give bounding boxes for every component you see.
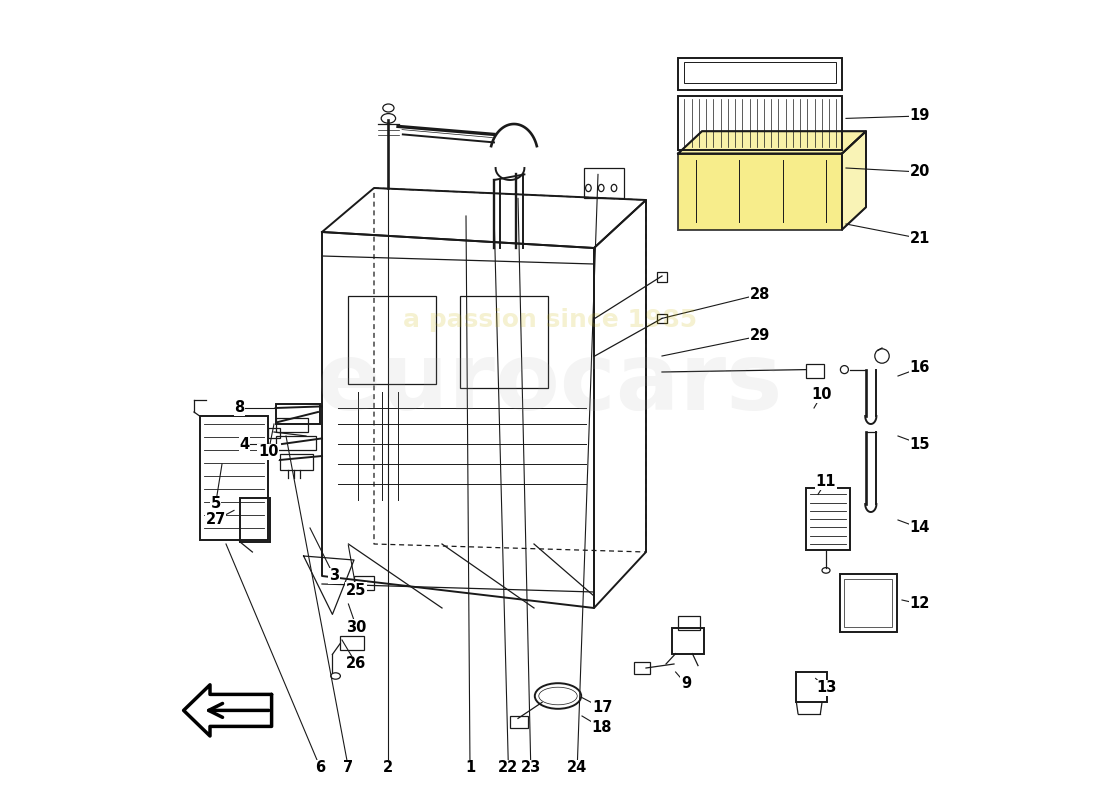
Text: 8: 8: [234, 401, 244, 415]
Text: 30: 30: [346, 620, 366, 634]
Text: 28: 28: [749, 287, 770, 302]
Text: 24: 24: [568, 761, 587, 775]
Text: 1: 1: [465, 761, 475, 775]
Text: 6: 6: [316, 761, 326, 775]
Bar: [276, 436, 317, 450]
Bar: [839, 574, 898, 632]
Bar: [584, 168, 624, 198]
Text: 27: 27: [206, 513, 225, 527]
Text: 19: 19: [910, 109, 930, 123]
Text: 23: 23: [520, 761, 541, 775]
Bar: [678, 616, 701, 630]
Text: 26: 26: [346, 657, 366, 671]
Bar: [349, 296, 437, 384]
Bar: [240, 498, 270, 542]
Text: 15: 15: [910, 437, 930, 451]
Bar: [684, 62, 836, 83]
Bar: [672, 628, 704, 654]
Text: eurocars: eurocars: [317, 338, 783, 430]
Bar: [678, 58, 842, 90]
Polygon shape: [678, 131, 866, 154]
Bar: [678, 154, 842, 230]
Text: 25: 25: [346, 583, 366, 598]
Bar: [845, 579, 892, 627]
Bar: [461, 296, 549, 388]
Text: 12: 12: [910, 597, 930, 611]
Bar: [199, 416, 267, 540]
Bar: [806, 488, 850, 550]
Bar: [268, 428, 280, 438]
Text: 4: 4: [240, 437, 250, 451]
Bar: [276, 418, 308, 432]
Bar: [806, 364, 824, 378]
Text: 17: 17: [592, 701, 613, 715]
Text: 14: 14: [910, 521, 930, 535]
Text: 11: 11: [816, 474, 836, 489]
Bar: [657, 314, 667, 323]
Bar: [340, 636, 364, 650]
Text: 3: 3: [329, 569, 339, 583]
Text: 13: 13: [816, 681, 836, 695]
Text: 20: 20: [910, 165, 930, 179]
Polygon shape: [842, 131, 866, 230]
Text: 10: 10: [258, 445, 278, 459]
Bar: [678, 96, 842, 150]
Bar: [657, 272, 667, 282]
Bar: [279, 454, 313, 470]
Bar: [634, 662, 650, 674]
Text: 18: 18: [592, 721, 613, 735]
Text: 10: 10: [812, 387, 833, 402]
Bar: [510, 716, 528, 728]
Text: 16: 16: [910, 361, 930, 375]
Text: 29: 29: [749, 329, 770, 343]
Text: 9: 9: [681, 677, 691, 691]
Bar: [276, 404, 320, 424]
Bar: [796, 672, 827, 702]
Bar: [354, 576, 374, 590]
Text: 21: 21: [910, 231, 930, 246]
Text: 5: 5: [210, 497, 221, 511]
Text: 7: 7: [343, 761, 353, 775]
Text: 22: 22: [498, 761, 518, 775]
Text: a passion since 1985: a passion since 1985: [403, 308, 697, 332]
Text: 2: 2: [383, 761, 394, 775]
